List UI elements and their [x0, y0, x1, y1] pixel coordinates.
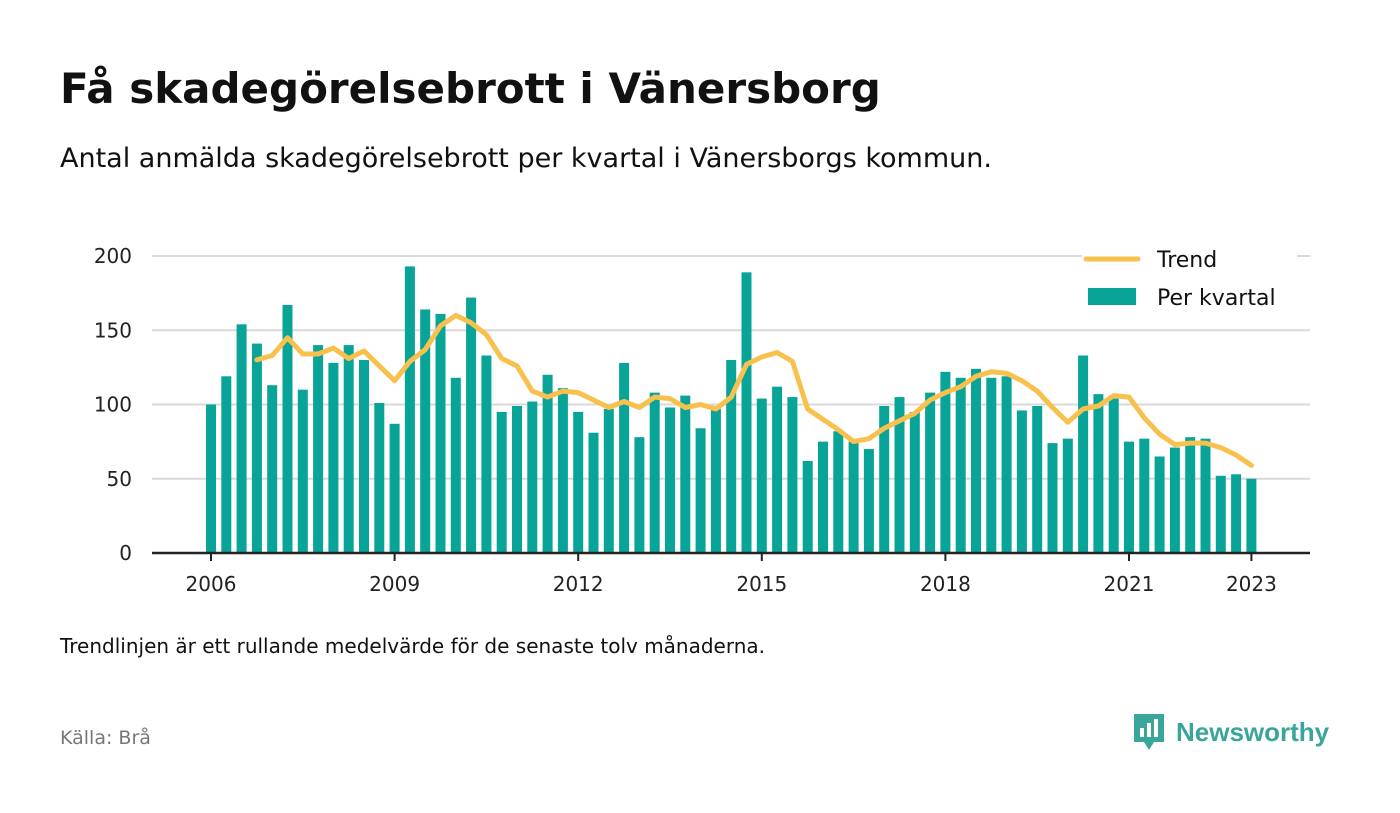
bar	[374, 403, 385, 553]
bar	[1139, 438, 1150, 553]
bar	[1032, 405, 1043, 553]
bar	[1169, 447, 1180, 553]
bar	[359, 359, 369, 553]
bar	[573, 411, 584, 553]
bar	[588, 432, 599, 553]
bar	[833, 431, 844, 553]
trend-line	[254, 312, 1254, 468]
x-axis: 2006 2009 2012 2015 2018 2021 2023	[152, 551, 1310, 596]
bar	[1200, 438, 1211, 553]
bar	[971, 368, 981, 553]
bar	[909, 411, 920, 553]
bar	[634, 437, 645, 553]
bar	[955, 377, 966, 553]
bar	[665, 407, 675, 553]
bar	[1108, 398, 1119, 553]
bar	[787, 397, 798, 553]
bar	[1001, 376, 1012, 553]
y-tick-label: 150	[94, 318, 132, 342]
bar	[206, 404, 216, 553]
chart-subtitle: Antal anmälda skadegörelsebrott per kvar…	[60, 143, 992, 174]
y-axis: 0 50 100 150 200	[94, 244, 132, 565]
newsworthy-logo: Newsworthy	[1132, 710, 1329, 754]
bar	[1093, 394, 1104, 553]
bar	[848, 441, 859, 553]
x-tick-label: 2018	[920, 572, 971, 596]
bar	[741, 272, 752, 553]
bar	[1062, 438, 1073, 553]
x-tick-label: 2015	[736, 572, 787, 596]
brand-name: Newsworthy	[1176, 716, 1330, 747]
bar	[404, 266, 415, 553]
bar	[818, 441, 828, 553]
chart-note: Trendlinjen är ett rullande medelvärde f…	[60, 634, 766, 658]
bar	[1124, 441, 1134, 553]
x-tick-label: 2021	[1104, 572, 1155, 596]
bar	[986, 377, 997, 553]
bar	[680, 395, 691, 553]
bar-series	[206, 266, 1257, 553]
bar	[389, 423, 400, 553]
bar	[343, 345, 354, 553]
bar	[466, 297, 477, 553]
bar	[282, 305, 293, 553]
bar	[267, 385, 278, 553]
x-tick-label: 2023	[1226, 572, 1277, 596]
bar	[894, 397, 905, 553]
bar	[481, 355, 492, 553]
bar	[925, 392, 936, 553]
bar	[496, 411, 507, 553]
y-tick-label: 100	[94, 393, 132, 417]
bar	[726, 359, 737, 553]
bar	[1154, 456, 1165, 553]
bar	[603, 408, 614, 553]
bar	[328, 362, 339, 553]
x-tick-label: 2006	[186, 572, 237, 596]
legend: Trend Per kvartal	[1082, 236, 1297, 326]
bar	[221, 376, 232, 553]
bar	[772, 386, 783, 553]
legend-bar-label: Per kvartal	[1157, 286, 1276, 311]
bar	[940, 371, 951, 553]
bar	[1231, 474, 1242, 553]
bar	[557, 388, 568, 553]
source-label: Källa: Brå	[60, 727, 151, 749]
bar	[435, 313, 446, 553]
newsworthy-icon	[1134, 714, 1164, 750]
y-tick-label: 50	[107, 467, 132, 491]
bar	[1246, 478, 1257, 553]
x-tick-label: 2009	[369, 572, 420, 596]
y-tick-label: 0	[119, 541, 132, 565]
bar	[710, 408, 721, 553]
bar	[879, 405, 890, 553]
bar	[313, 345, 324, 553]
bar	[297, 389, 308, 553]
bar	[542, 374, 553, 553]
bar	[649, 392, 660, 553]
x-tick-label: 2012	[553, 572, 604, 596]
bar	[619, 362, 630, 553]
bar	[695, 428, 706, 553]
y-tick-label: 200	[94, 244, 132, 268]
bar	[1078, 355, 1089, 553]
bar	[251, 343, 262, 553]
bar	[512, 405, 522, 553]
bar	[1185, 437, 1196, 553]
legend-background	[1082, 236, 1297, 326]
bar	[802, 460, 813, 553]
bar	[863, 449, 874, 553]
chart-title: Få skadegörelsebrott i Vänersborg	[60, 64, 881, 113]
trend-series	[254, 312, 1254, 468]
legend-bar-swatch	[1088, 288, 1136, 305]
bar	[527, 401, 538, 553]
bar	[1215, 475, 1226, 553]
bar	[236, 324, 247, 553]
bar	[420, 309, 431, 553]
bar	[756, 398, 767, 553]
bar	[450, 377, 461, 553]
bar	[1047, 443, 1058, 553]
bar	[1016, 410, 1027, 553]
legend-trend-label: Trend	[1156, 248, 1217, 273]
